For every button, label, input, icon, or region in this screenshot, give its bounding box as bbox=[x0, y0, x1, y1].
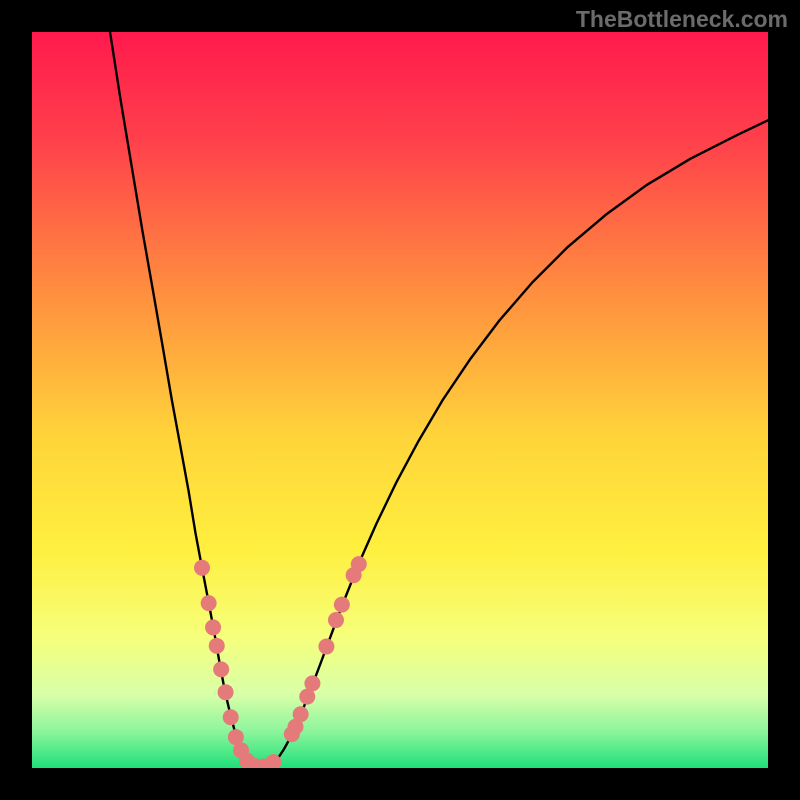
data-marker bbox=[218, 684, 234, 700]
data-marker bbox=[209, 638, 225, 654]
plot-area bbox=[32, 32, 768, 768]
data-marker bbox=[205, 619, 221, 635]
data-marker bbox=[328, 612, 344, 628]
chart-container: TheBottleneck.com bbox=[0, 0, 800, 800]
data-marker bbox=[351, 556, 367, 572]
data-marker bbox=[201, 595, 217, 611]
data-marker bbox=[334, 597, 350, 613]
data-marker bbox=[213, 661, 229, 677]
watermark-text: TheBottleneck.com bbox=[576, 6, 788, 33]
data-marker bbox=[293, 706, 309, 722]
data-marker bbox=[304, 675, 320, 691]
data-marker bbox=[223, 709, 239, 725]
data-marker bbox=[318, 639, 334, 655]
chart-svg bbox=[32, 32, 768, 768]
data-marker bbox=[194, 560, 210, 576]
